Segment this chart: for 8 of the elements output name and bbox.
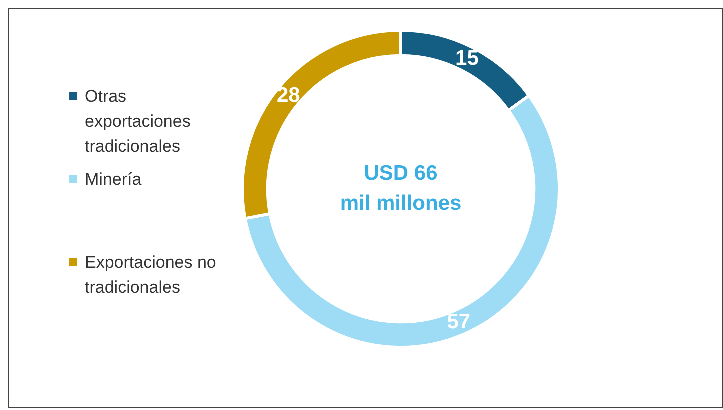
text: mil millones [340,192,462,215]
data-label: 57 [447,310,471,334]
legend-label: Exportaciones no tradicionales [85,252,218,299]
text: USD 66 [364,162,438,185]
data-label: 28 [276,84,301,107]
legend-label: Minería [85,169,143,191]
data-label: 15 [456,46,480,70]
legend-label: Otras exportaciones tradicionales [85,86,192,158]
